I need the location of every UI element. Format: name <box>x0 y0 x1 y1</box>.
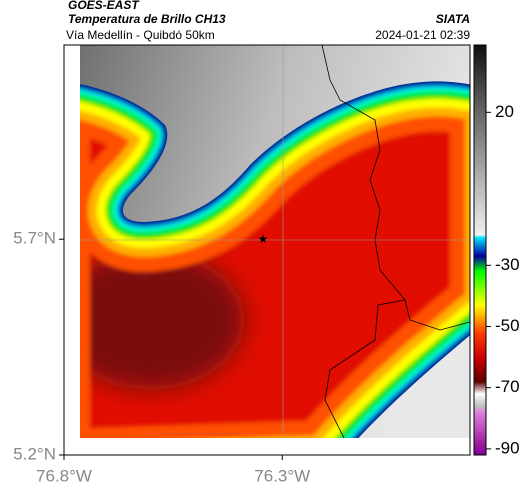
star-marker: ★ <box>258 232 269 246</box>
colorbar-tick-label: -70 <box>495 377 520 396</box>
colorbar-tick-label: 20 <box>495 102 514 121</box>
x-tick-label: 76.3°W <box>254 466 310 485</box>
colorbar-tick-label: -50 <box>495 316 520 335</box>
datetime: 2024-01-21 02:39 <box>375 28 470 42</box>
y-tick-label: 5.7°N <box>13 229 56 248</box>
colorbar-tick-label: -90 <box>495 438 520 457</box>
imagery: ★ <box>80 45 470 438</box>
x-tick-label: 76.8°W <box>36 466 92 485</box>
border <box>324 299 406 438</box>
subtitle: Temperatura de Brillo CH13 <box>68 12 226 26</box>
source: SIATA <box>436 12 470 26</box>
location: Vía Medellín - Quibdó 50km <box>66 28 215 42</box>
map-frame <box>63 44 471 456</box>
border <box>321 45 470 331</box>
title: GOES-EAST <box>68 0 140 12</box>
colorbar <box>473 44 487 456</box>
colorbar-tick-label: -30 <box>495 255 520 274</box>
y-tick-label: 5.2°N <box>13 444 56 463</box>
